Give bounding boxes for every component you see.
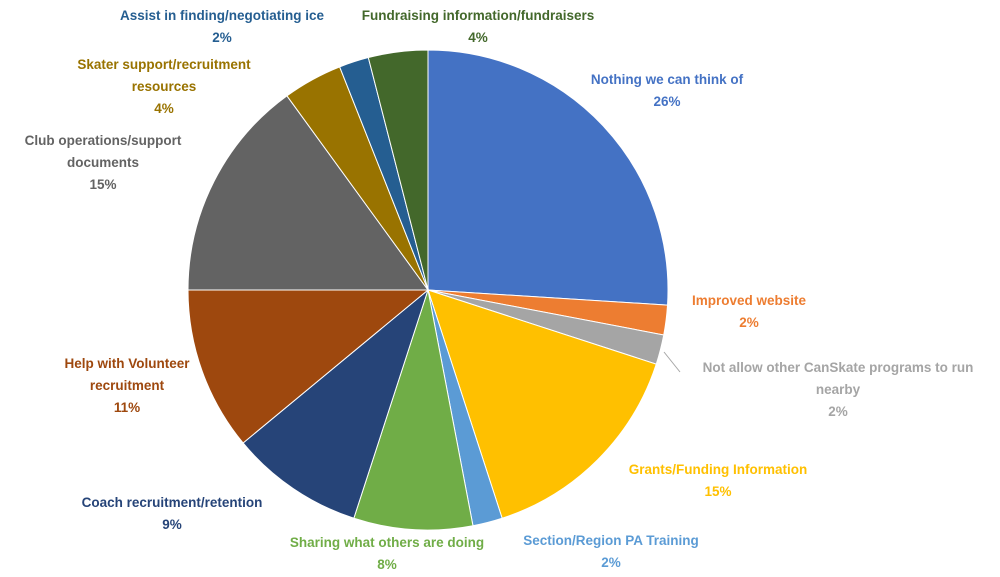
slice-label: Improved website 2% — [692, 293, 807, 330]
slice-label: Help with Volunteer recruitment 11% — [64, 356, 190, 415]
leader-lines — [663, 351, 681, 373]
slice-percent: 2% — [212, 30, 232, 45]
pie-slice — [353, 289, 474, 531]
slice-label: Not allow other CanSkate programs to run… — [703, 360, 974, 419]
slice-name: Grants/Funding Information — [629, 462, 808, 477]
slice-name: Help with Volunteer — [64, 356, 190, 371]
slice-percent: 2% — [739, 315, 759, 330]
pie-slice — [427, 49, 669, 306]
slice-name: Assist in finding/negotiating ice — [120, 8, 325, 23]
slice-name: Skater support/recruitment — [77, 57, 251, 72]
slice-name: Improved website — [692, 293, 807, 308]
slice-percent: 2% — [601, 555, 621, 570]
slice-percent: 15% — [704, 484, 731, 499]
pie-slice — [187, 289, 430, 444]
slice-label: Sharing what others are doing 8% — [290, 535, 484, 572]
slice-name: Nothing we can think of — [591, 72, 744, 87]
slice-label: Skater support/recruitment resources 4% — [77, 57, 251, 116]
slice-label: Assist in finding/negotiating ice 2% — [120, 8, 325, 45]
slice-name: Coach recruitment/retention — [82, 495, 263, 510]
slice-name: Club operations/support — [25, 133, 182, 148]
slice-percent: 26% — [653, 94, 680, 109]
slice-label: Club operations/support documents 15% — [25, 133, 182, 192]
slice-name: Not allow other CanSkate programs to run — [703, 360, 974, 375]
slice-name: resources — [132, 79, 197, 94]
slice-label: Grants/Funding Information 15% — [629, 462, 808, 499]
pie-slice — [242, 288, 430, 519]
pie-slice — [367, 49, 429, 291]
pie-slices — [187, 49, 669, 531]
slice-name: Fundraising information/fundraisers — [362, 8, 595, 23]
slice-name: Sharing what others are doing — [290, 535, 484, 550]
slice-percent: 4% — [468, 30, 488, 45]
slice-percent: 8% — [377, 557, 397, 572]
slice-name: recruitment — [90, 378, 165, 393]
slice-label: Fundraising information/fundraisers 4% — [362, 8, 595, 45]
slice-percent: 11% — [114, 400, 140, 415]
slice-label: Coach recruitment/retention 9% — [82, 495, 263, 532]
slice-label: Section/Region PA Training 2% — [523, 533, 699, 570]
slice-percent: 2% — [828, 404, 848, 419]
slice-label: Nothing we can think of 26% — [591, 72, 744, 109]
pie-slice — [187, 95, 429, 291]
slice-name: documents — [67, 155, 139, 170]
slice-name: Section/Region PA Training — [523, 533, 699, 548]
slice-percent: 15% — [89, 177, 116, 192]
slice-percent: 4% — [154, 101, 174, 116]
slice-labels: Nothing we can think of 26% Improved websi… — [25, 8, 974, 572]
pie-slice — [427, 289, 657, 519]
slice-percent: 9% — [162, 517, 182, 532]
leader-line — [663, 351, 681, 373]
slice-name: nearby — [816, 382, 861, 397]
